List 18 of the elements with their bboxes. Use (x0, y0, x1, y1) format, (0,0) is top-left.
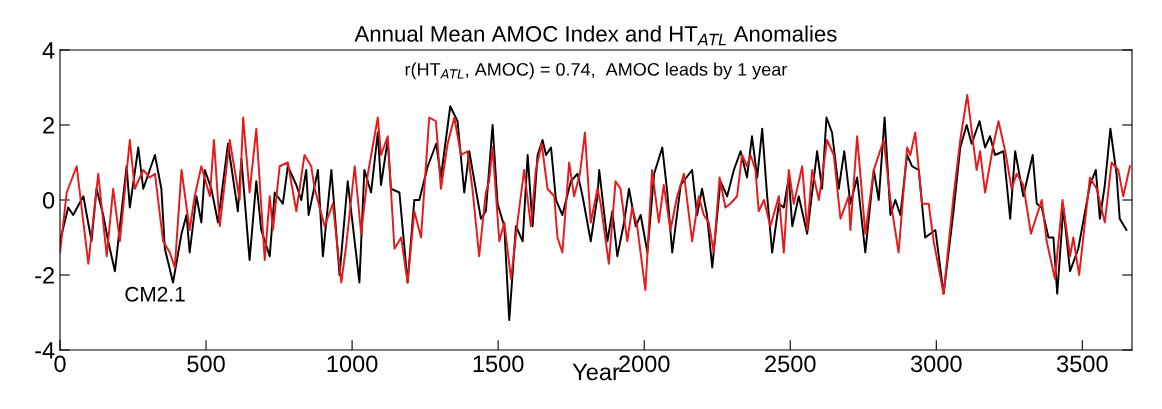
x-tick-label: 2000 (619, 355, 670, 373)
x-tick-label: 500 (187, 355, 225, 373)
y-tick-label: 0 (42, 192, 55, 209)
line-series (60, 105, 1128, 321)
annotation: CM2.1 (125, 286, 185, 302)
x-tick-label: 3500 (1056, 355, 1108, 373)
x-tick-label: 0 (54, 355, 66, 373)
x-tick-label: 2500 (765, 355, 816, 373)
x-tick-label: 1500 (473, 355, 524, 373)
x-axis-title: Year (572, 363, 620, 381)
y-tick-label: -2 (35, 267, 54, 284)
x-tick-label: 3000 (910, 355, 962, 373)
x-tick-label: 1000 (327, 355, 378, 373)
chart-title: Annual Mean AMOC Index and HT$_{ATL}$ Anomalies (354, 25, 837, 46)
y-tick-label: -4 (35, 342, 55, 359)
y-tick-label: 4 (42, 42, 55, 59)
annotation: r(HT$_{ATL}$, AMOC) = 0.74, AMOC leads by 1 year (405, 62, 787, 80)
y-tick-label: 2 (43, 117, 54, 134)
